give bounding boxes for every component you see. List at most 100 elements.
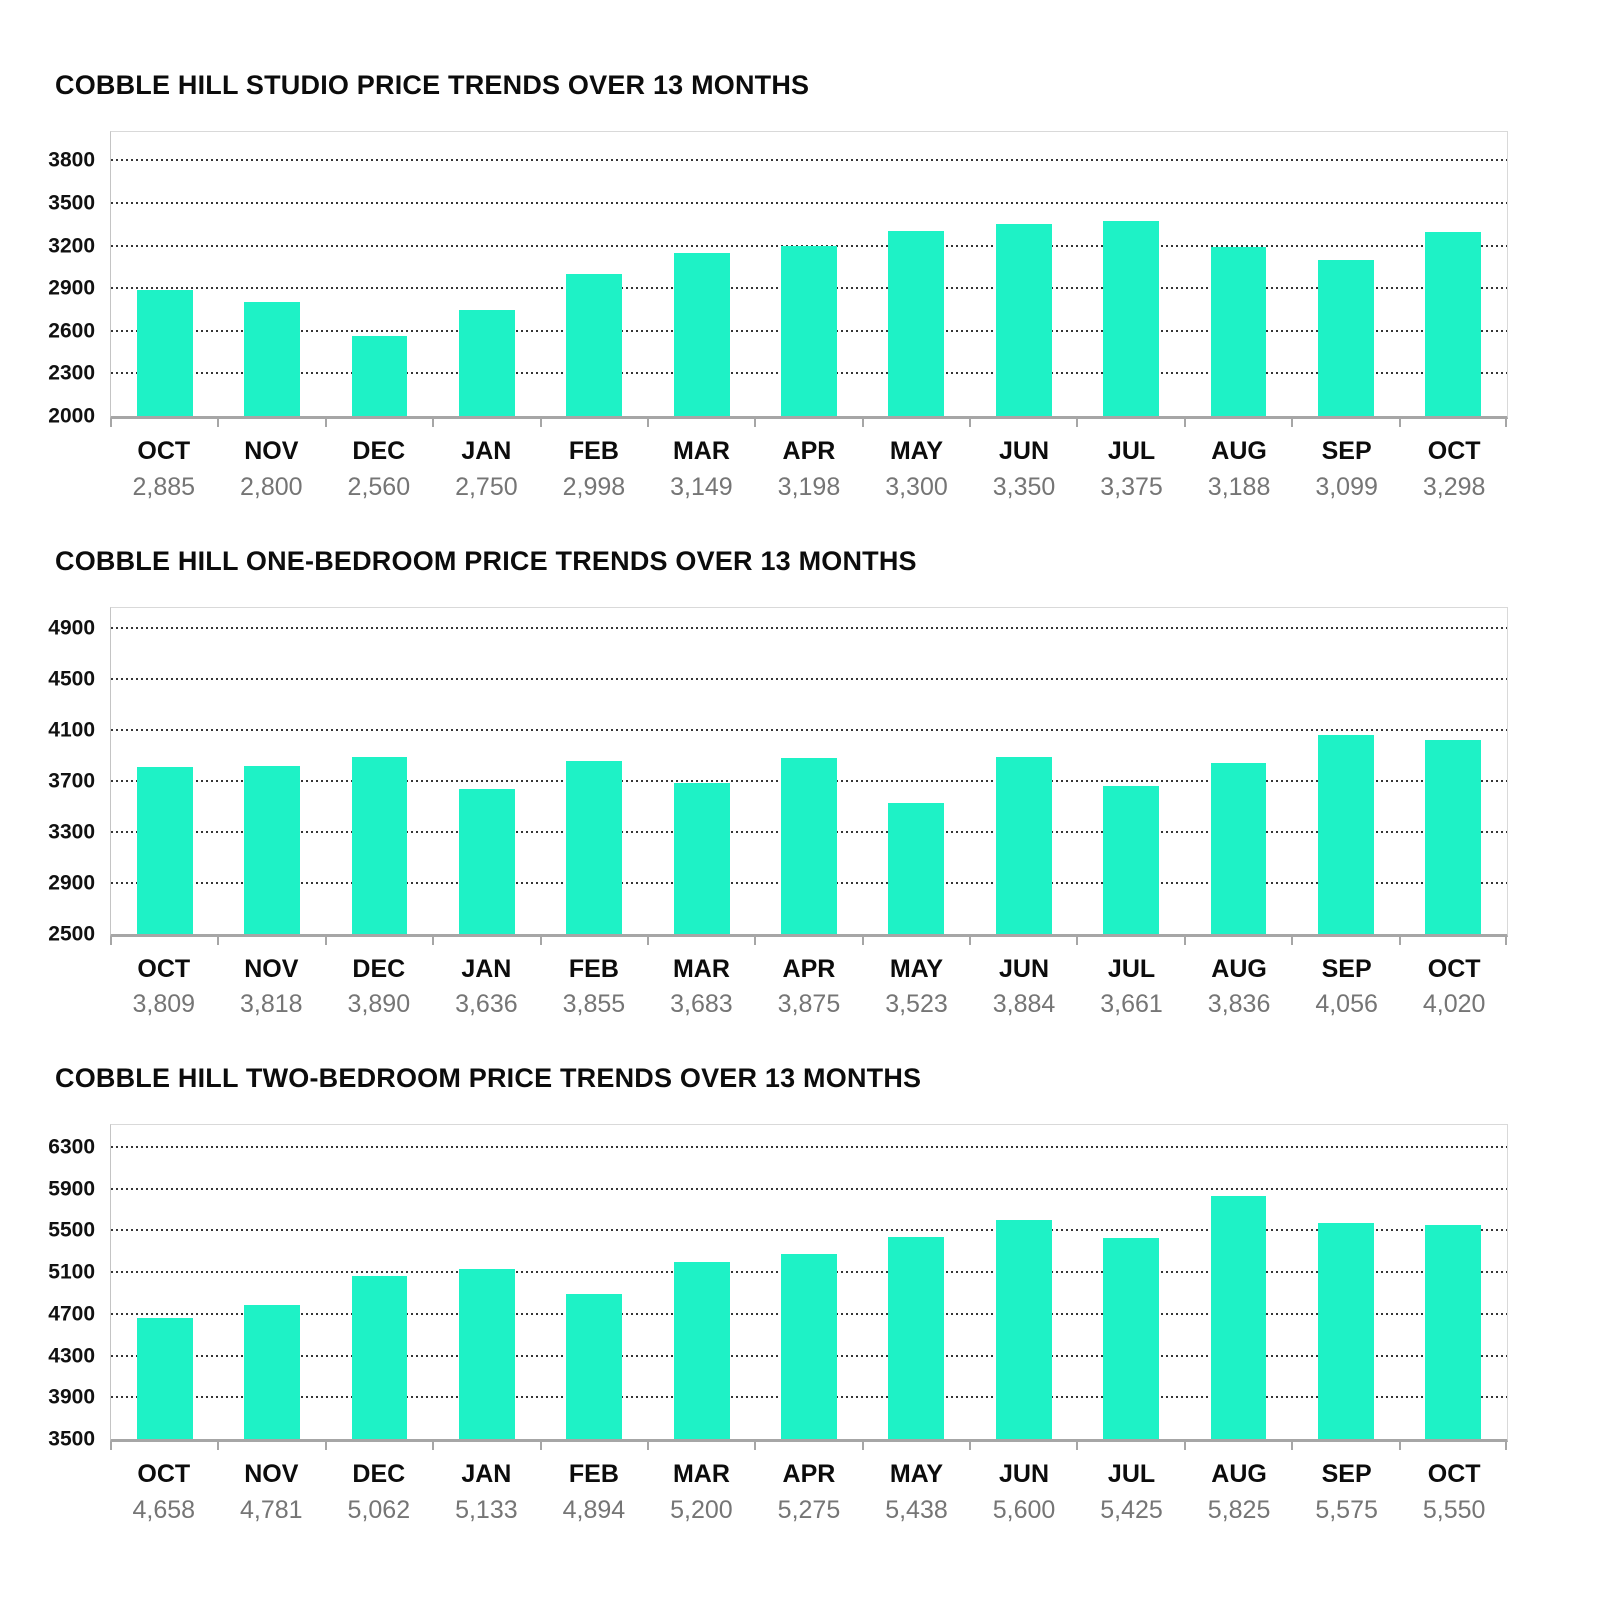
- value-label: 3,890: [347, 990, 411, 1019]
- bar-oct-0: [136, 766, 193, 934]
- value-label: 3,298: [1422, 472, 1486, 501]
- bar-jun-8: [995, 757, 1052, 934]
- value-label: 3,809: [132, 990, 196, 1019]
- bar-apr-6: [781, 245, 837, 416]
- x-axis-tick: [969, 936, 972, 945]
- x-axis-tick: [110, 936, 112, 945]
- x-axis-tick: [1398, 936, 1401, 945]
- month-label: AUG: [1211, 954, 1267, 983]
- bar-apr-6: [781, 758, 837, 934]
- value-label: 5,062: [347, 1495, 411, 1524]
- bar-nov-1: [244, 1305, 300, 1439]
- x-label-slot: FEB 2,998: [540, 437, 648, 502]
- value-label: 3,636: [455, 990, 518, 1019]
- x-axis-tick: [969, 1442, 972, 1450]
- x-label-slot: AUG 5,825: [1185, 1460, 1293, 1525]
- month-label: JUL: [1107, 437, 1156, 465]
- x-label-slot: JUN 3,884: [970, 955, 1078, 1020]
- bar-feb-4: [566, 760, 623, 934]
- x-axis-tick: [1076, 1442, 1079, 1450]
- x-axis-tick: [539, 1442, 542, 1450]
- x-axis-tick: [432, 419, 435, 427]
- x-axis-tick: [1076, 936, 1079, 945]
- value-label: 3,375: [1100, 472, 1163, 501]
- value-label: 4,056: [1315, 990, 1378, 1019]
- x-axis-tick: [324, 419, 327, 427]
- x-axis-tick: [861, 936, 864, 945]
- bar-feb-4: [566, 1293, 623, 1439]
- gridline: [111, 244, 1507, 247]
- bar-jul-9: [1103, 785, 1160, 934]
- bar-oct-12: [1425, 739, 1482, 934]
- x-axis-tick: [646, 1442, 649, 1450]
- bar-jan-3: [458, 788, 515, 934]
- x-axis-tick: [646, 936, 649, 945]
- value-label: 3,300: [885, 472, 948, 501]
- bar-oct-0: [136, 1318, 193, 1439]
- y-axis-label: 4300: [48, 1344, 95, 1368]
- x-axis-tick: [324, 936, 327, 945]
- gridline: [111, 159, 1507, 162]
- value-label: 5,600: [992, 1495, 1056, 1524]
- two-bedroom-x-axis-labels: OCT 4,658 NOV 4,781 DEC 5,062 JAN 5,133 FEB 4,894…: [110, 1460, 1508, 1525]
- one-bedroom-plot-area: 2500 2900 3300 3700 4100 4500 4900: [48, 606, 1508, 945]
- value-label: 3,818: [240, 990, 303, 1019]
- x-axis-tick: [646, 419, 649, 427]
- studio-price-chart-section: COBBLE HILL STUDIO PRICE TRENDS OVER 13 …: [0, 70, 1600, 502]
- bar-oct-0: [136, 290, 193, 416]
- x-label-slot: NOV 4,781: [218, 1460, 326, 1525]
- value-label: 2,560: [347, 472, 411, 501]
- y-axis-label: 4100: [48, 718, 95, 742]
- month-label: AUG: [1211, 1460, 1267, 1488]
- x-axis-tick: [754, 936, 757, 945]
- value-label: 3,875: [777, 990, 841, 1019]
- x-axis-tick: [969, 419, 972, 427]
- x-label-slot: OCT 5,550: [1400, 1460, 1508, 1525]
- x-label-slot: DEC 2,560: [325, 437, 433, 502]
- month-label: FEB: [568, 954, 619, 983]
- x-axis-tick: [861, 419, 864, 427]
- x-label-slot: OCT 3,809: [110, 955, 218, 1020]
- bar-nov-1: [244, 765, 300, 934]
- month-label: MAR: [672, 1460, 730, 1488]
- month-label: NOV: [244, 437, 299, 465]
- gridline: [111, 1187, 1507, 1190]
- value-label: 3,884: [992, 990, 1056, 1019]
- x-label-slot: OCT 4,020: [1400, 955, 1508, 1020]
- month-label: DEC: [352, 1460, 406, 1488]
- y-axis-label: 3700: [48, 769, 95, 793]
- y-axis-label: 3900: [48, 1385, 95, 1409]
- month-label: SEP: [1321, 954, 1372, 983]
- gridline: [111, 626, 1507, 629]
- x-axis-tick: [110, 419, 112, 427]
- bar-dec-2: [351, 1276, 408, 1439]
- x-axis-tick: [217, 419, 220, 427]
- value-label: 5,438: [885, 1495, 948, 1524]
- value-label: 5,550: [1422, 1495, 1486, 1524]
- month-label: JUN: [999, 1460, 1050, 1488]
- bar-aug-10: [1210, 247, 1267, 416]
- two-bedroom-chart-body: 3500 3900 4300 4700 5100 5500 5900 6300: [0, 1124, 1600, 1450]
- x-axis-tick: [1505, 419, 1507, 427]
- y-axis-label: 2900: [48, 276, 95, 300]
- y-axis-label: 4700: [48, 1302, 95, 1326]
- value-label: 3,149: [670, 472, 733, 501]
- month-label: OCT: [137, 437, 191, 465]
- y-axis-label: 2500: [48, 922, 95, 945]
- x-axis-tick: [217, 936, 220, 945]
- bar-may-7: [888, 1236, 945, 1439]
- x-axis-tick: [1291, 419, 1294, 427]
- value-label: 2,885: [132, 472, 196, 501]
- bar-nov-1: [244, 302, 300, 416]
- value-label: 2,800: [240, 472, 303, 501]
- month-label: NOV: [244, 1460, 299, 1488]
- x-axis-tick: [1183, 936, 1186, 945]
- x-label-slot: MAR 3,149: [648, 437, 756, 502]
- month-label: NOV: [244, 954, 299, 983]
- month-label: JUL: [1107, 954, 1156, 983]
- month-label: JAN: [461, 954, 512, 983]
- value-label: 3,836: [1207, 990, 1271, 1019]
- value-label: 2,750: [455, 472, 518, 501]
- month-label: DEC: [352, 954, 406, 983]
- x-label-slot: SEP 4,056: [1293, 955, 1401, 1020]
